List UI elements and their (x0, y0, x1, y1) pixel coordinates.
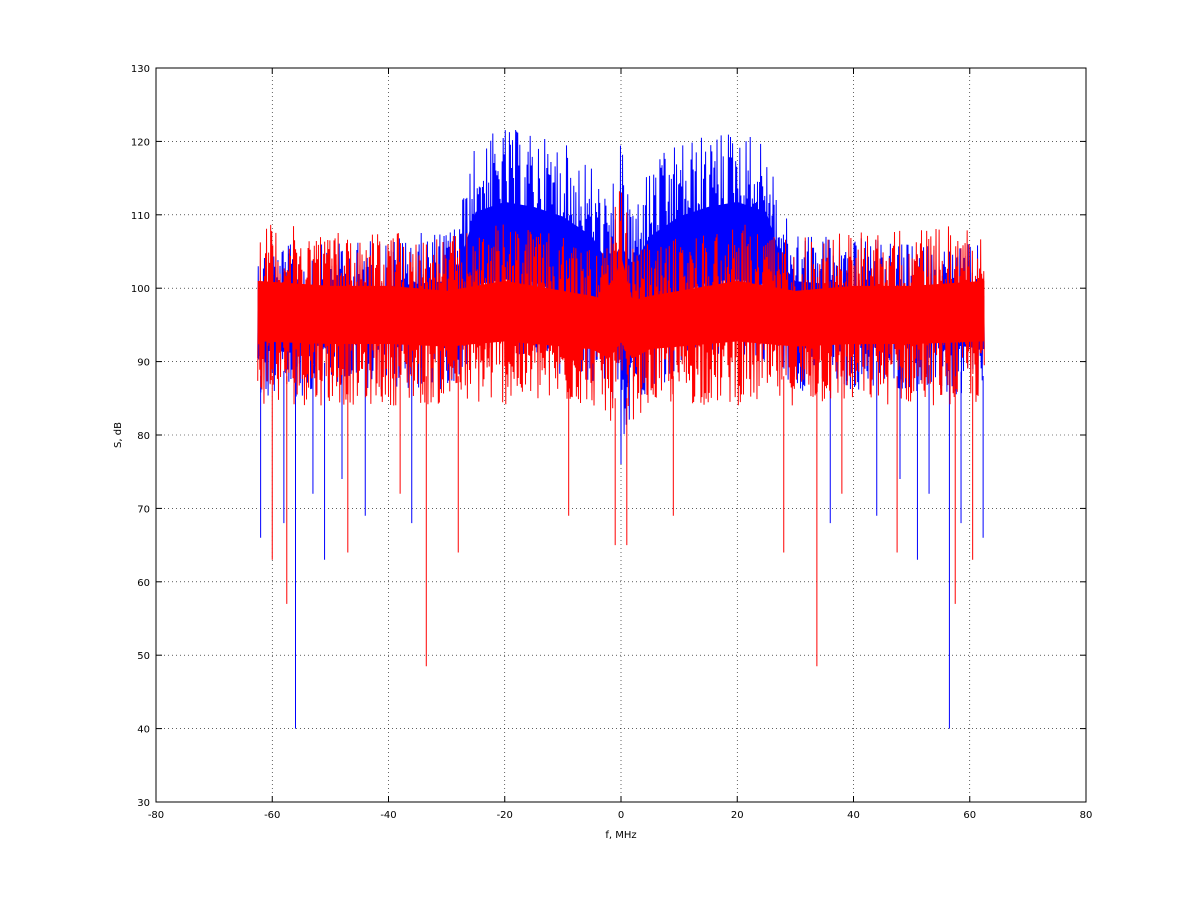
x-tick-label: -80 (148, 810, 164, 821)
series-core-band (257, 255, 985, 358)
y-tick-label: 70 (137, 504, 150, 515)
plot-area (257, 130, 985, 729)
y-tick-label: 130 (131, 64, 150, 75)
x-tick-label: -20 (497, 810, 513, 821)
x-axis-ticks: -80 -60 -40 -20 0 20 40 60 80 (148, 68, 1093, 821)
x-tick-label: -60 (264, 810, 280, 821)
y-tick-label: 30 (137, 798, 150, 809)
x-axis-label: f, MHz (605, 830, 636, 841)
y-tick-label: 110 (131, 211, 150, 222)
y-tick-label: 50 (137, 651, 150, 662)
x-tick-label: 80 (1080, 810, 1093, 821)
x-tick-label: 20 (731, 810, 744, 821)
y-tick-label: 100 (131, 284, 150, 295)
y-tick-label: 90 (137, 358, 150, 369)
y-axis-label: S, dB (113, 422, 124, 448)
x-tick-label: 0 (618, 810, 624, 821)
x-tick-label: 60 (963, 810, 976, 821)
x-tick-label: 40 (847, 810, 860, 821)
y-tick-label: 80 (137, 431, 150, 442)
y-tick-label: 60 (137, 578, 150, 589)
y-axis-ticks: 30 40 50 60 70 80 90 100 110 120 130 (131, 64, 1086, 809)
series-red (257, 191, 985, 667)
y-tick-label: 40 (137, 725, 150, 736)
x-tick-label: -40 (380, 810, 396, 821)
y-tick-label: 120 (131, 137, 150, 148)
